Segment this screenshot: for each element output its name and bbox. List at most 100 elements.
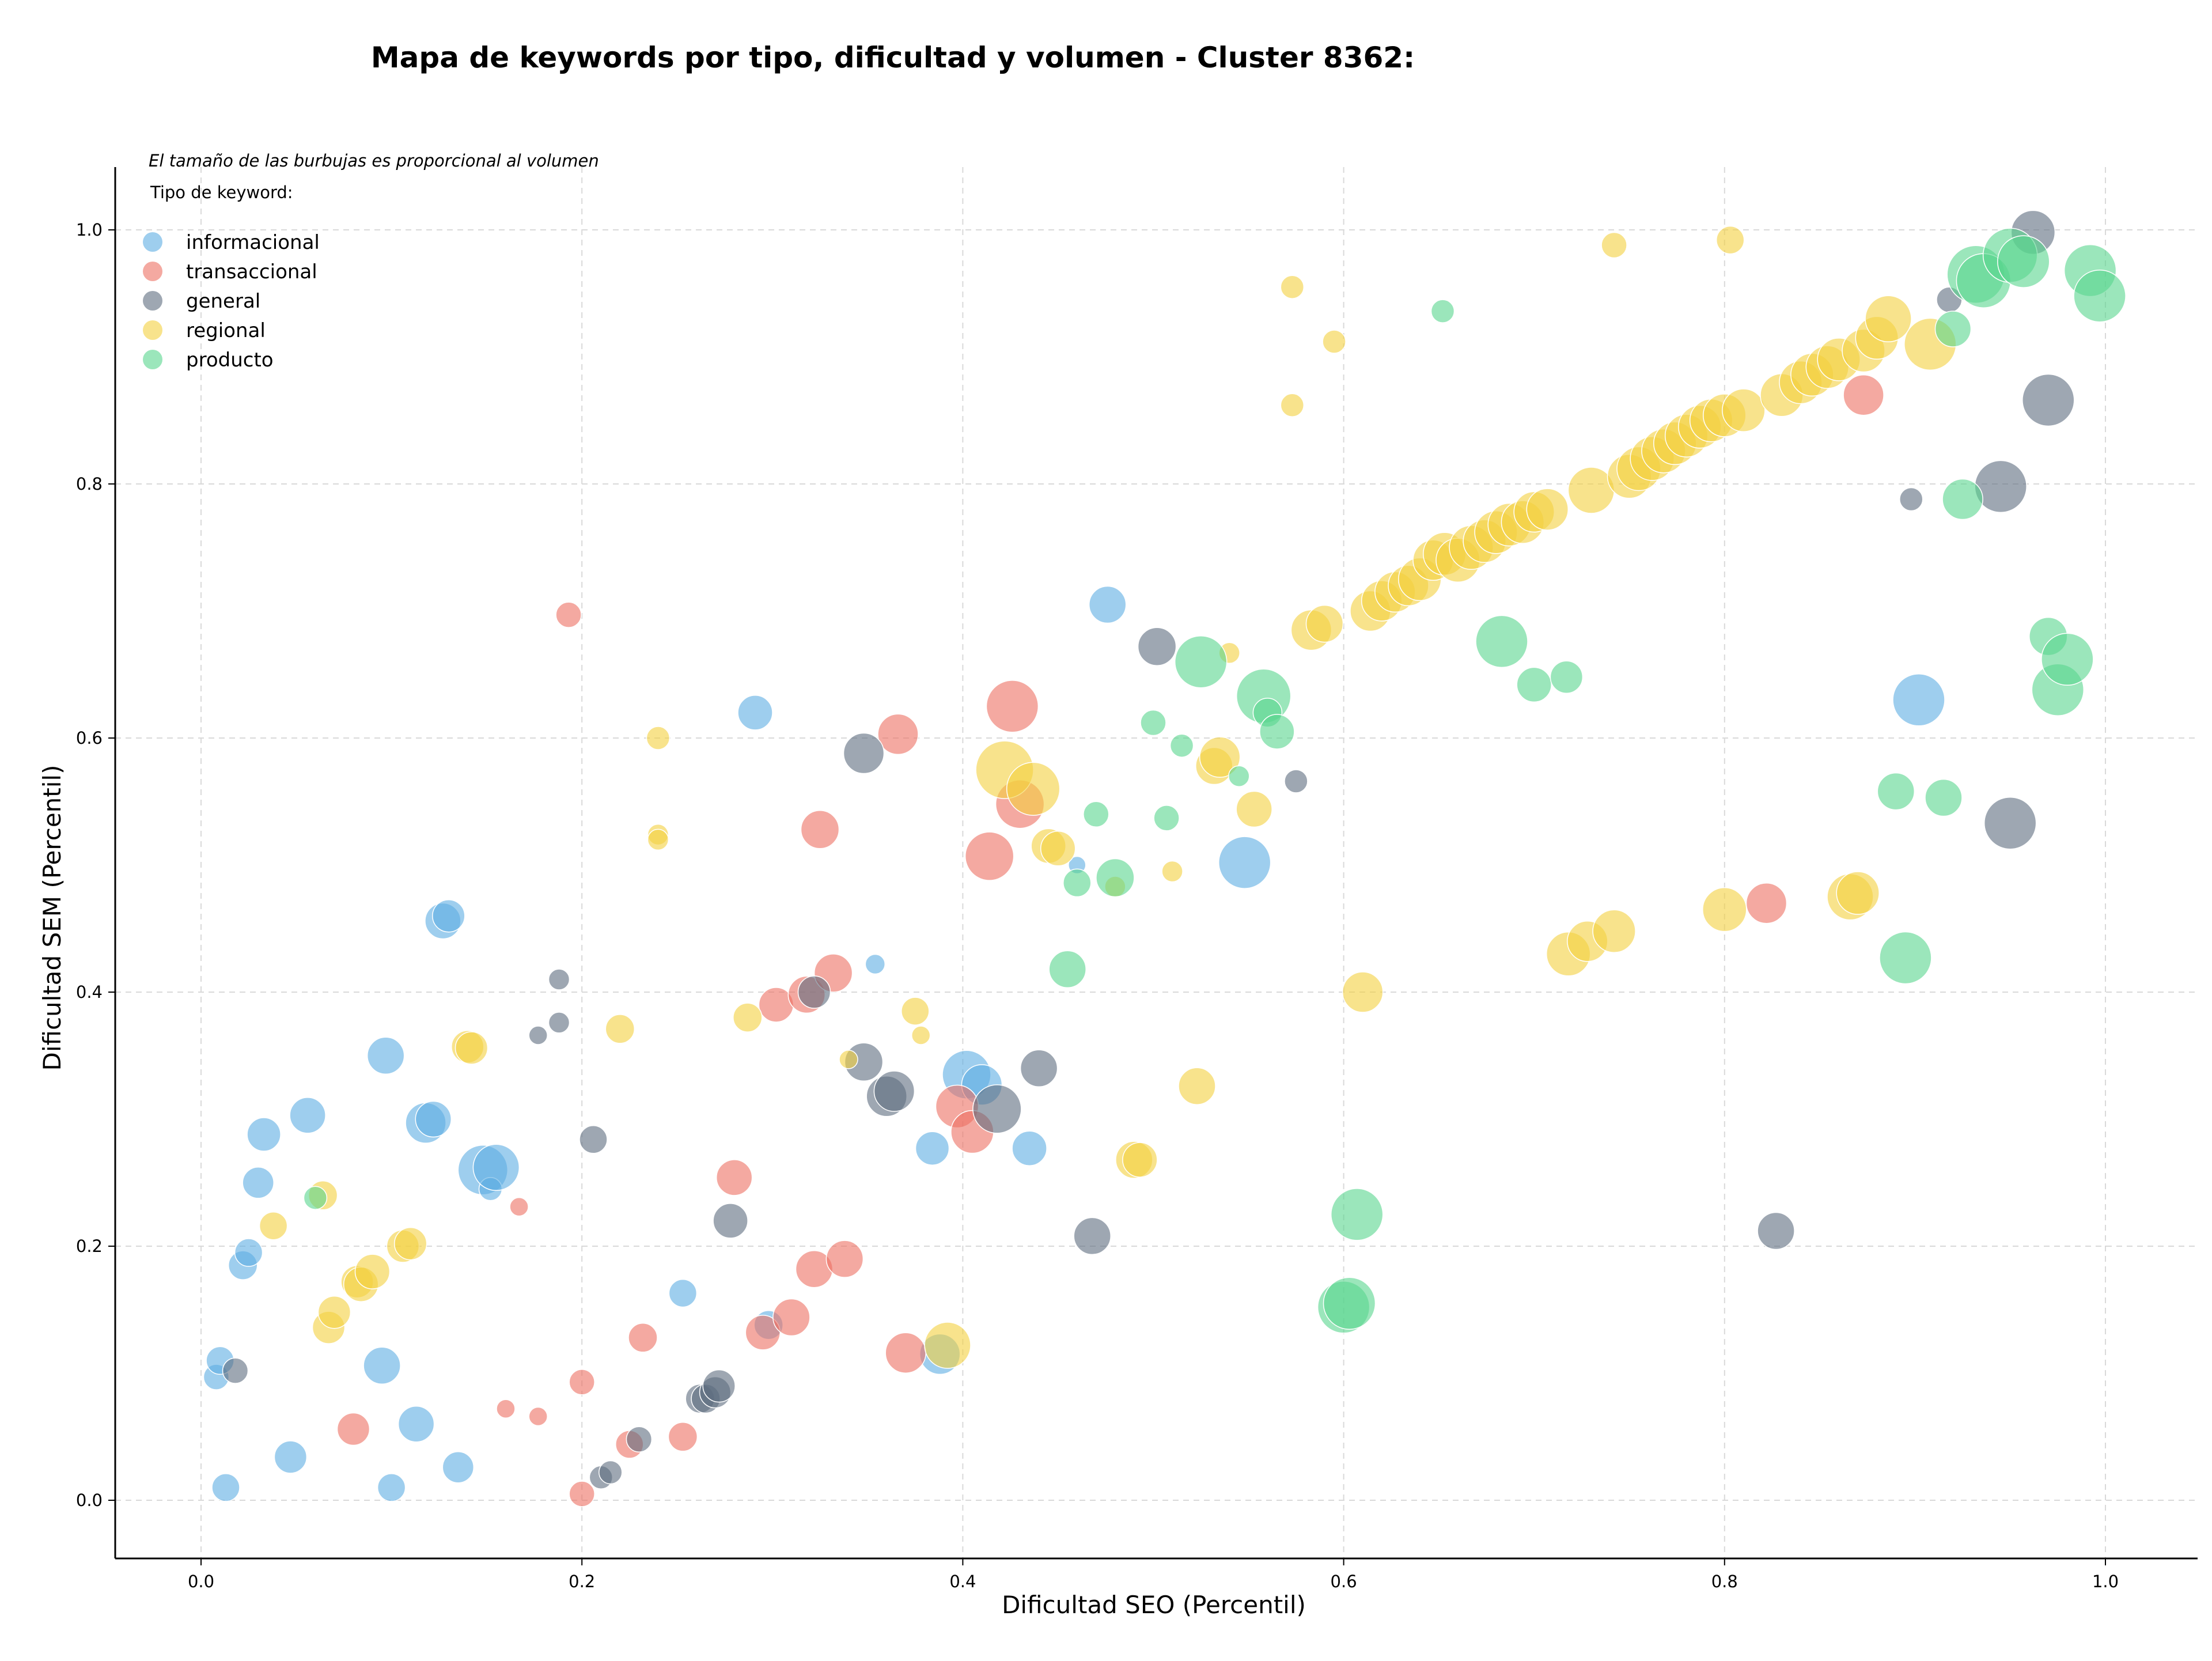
bubble-regional	[1305, 604, 1344, 643]
bubble-producto	[1934, 311, 1972, 347]
bubble-producto	[1323, 1277, 1376, 1330]
bubble-regional	[1122, 1142, 1158, 1178]
bubble-general	[548, 968, 570, 990]
legend-marker-informacional	[143, 232, 162, 252]
x-tick-label: 0.4	[949, 1572, 976, 1591]
bubble-general	[713, 1203, 748, 1239]
bubble-general	[548, 1012, 570, 1034]
bubble-regional	[901, 997, 930, 1026]
bubble-informacional	[432, 899, 465, 933]
bubble-transaccional	[569, 1481, 595, 1507]
bubble-regional	[1040, 831, 1076, 867]
bubble-producto	[2041, 633, 2094, 686]
bubble-transaccional	[964, 831, 1014, 881]
bubble-producto	[1475, 615, 1528, 668]
bubble-general	[1983, 796, 2037, 850]
bubble-regional	[1592, 909, 1636, 953]
bubble-producto	[1550, 660, 1584, 694]
bubble-regional	[733, 1002, 763, 1032]
bubble-producto	[1083, 801, 1109, 828]
bubble-regional	[605, 1014, 635, 1044]
bubble-transaccional	[715, 1159, 753, 1196]
legend-title: Tipo de keyword:	[150, 183, 293, 202]
bubble-regional	[1280, 393, 1305, 418]
bubble-transaccional	[1745, 882, 1787, 924]
bubble-general	[702, 1369, 736, 1403]
bubble-regional	[354, 1254, 391, 1289]
bubble-producto	[2073, 269, 2126, 323]
bubble-producto	[1877, 772, 1915, 811]
bubble-general	[1899, 487, 1923, 512]
bubble-regional	[1342, 971, 1384, 1013]
bubble-transaccional	[555, 601, 582, 628]
x-tick-label: 0.0	[188, 1572, 214, 1591]
bubble-regional	[1199, 736, 1241, 778]
bubble-transaccional	[569, 1369, 595, 1395]
bubble-informacional	[737, 695, 773, 731]
bubble-general	[1757, 1212, 1795, 1250]
bubble-regional	[1715, 225, 1745, 255]
bubble-general	[797, 975, 831, 1009]
x-tick-label: 0.6	[1331, 1572, 1357, 1591]
x-axis-label: Dificultad SEO (Percentil)	[1002, 1591, 1306, 1619]
y-axis-label: Dificultad SEM (Percentil)	[38, 765, 66, 1071]
bubble-transaccional	[668, 1422, 698, 1452]
series-producto	[303, 228, 2126, 1334]
bubble-general	[222, 1357, 249, 1384]
bubble-informacional	[242, 1167, 274, 1199]
bubble-informacional	[442, 1451, 475, 1484]
x-tick-label: 0.2	[569, 1572, 595, 1591]
axes	[108, 167, 2198, 1565]
legend-marker-regional	[143, 320, 162, 340]
bubble-general	[579, 1125, 608, 1154]
bubble-transaccional	[745, 1315, 781, 1350]
bubble-producto	[1174, 635, 1228, 688]
bubble-producto	[303, 1186, 328, 1210]
bubble-producto	[1063, 868, 1092, 898]
bubble-informacional	[289, 1097, 326, 1134]
bubble-regional	[317, 1295, 351, 1329]
bubble-producto	[1997, 235, 2050, 288]
bubble-producto	[1925, 778, 1963, 817]
y-tick-label: 0.2	[76, 1236, 103, 1256]
legend-marker-producto	[143, 350, 162, 369]
bubble-regional	[1836, 871, 1880, 915]
bubble-producto	[1430, 299, 1455, 323]
bubble-regional	[1236, 790, 1272, 828]
bubble-informacional	[415, 1100, 452, 1138]
y-tick-label: 0.4	[76, 982, 103, 1002]
bubble-informacional	[915, 1131, 950, 1166]
bubble-informacional	[865, 954, 886, 975]
bubble-transaccional	[336, 1412, 370, 1446]
bubble-general	[1137, 627, 1177, 666]
bubble-regional	[1865, 295, 1912, 343]
legend-label-general: general	[186, 290, 260, 313]
bubble-transaccional	[877, 713, 919, 755]
tick-labels: 0.0 0.2 0.4 0.6 0.8 1.0 0.0 0.2 0.4 0.6 0.8 1.0	[76, 220, 2119, 1591]
bubble-informacional	[1012, 1130, 1047, 1166]
bubble-regional	[1178, 1067, 1216, 1105]
bubble-regional	[839, 1050, 858, 1069]
bubble-informacional	[668, 1278, 698, 1308]
bubble-transaccional	[825, 1240, 864, 1278]
bubble-producto	[1516, 667, 1552, 703]
bubble-informacional	[247, 1117, 281, 1152]
bubble-size-note: El tamaño de las burbujas es proporciona…	[149, 151, 599, 171]
bubble-transaccional	[885, 1332, 926, 1374]
bubble-informacional	[1218, 836, 1271, 889]
bubble-transaccional	[1843, 374, 1884, 416]
bubble-transaccional	[509, 1197, 529, 1217]
legend: Tipo de keyword: informacional transaccio…	[143, 183, 320, 372]
bubble-general	[972, 1084, 1022, 1134]
bubble-general	[626, 1426, 653, 1452]
bubble-general	[1284, 769, 1308, 793]
bubble-general	[873, 1070, 915, 1112]
bubble-transaccional	[496, 1399, 516, 1418]
bubble-regional	[259, 1211, 288, 1240]
y-tick-label: 1.0	[76, 220, 103, 240]
bubble-regional	[1322, 330, 1346, 354]
bubble-informacional	[472, 1144, 520, 1191]
bubble-general	[2022, 373, 2075, 427]
bubble-regional	[646, 726, 671, 750]
